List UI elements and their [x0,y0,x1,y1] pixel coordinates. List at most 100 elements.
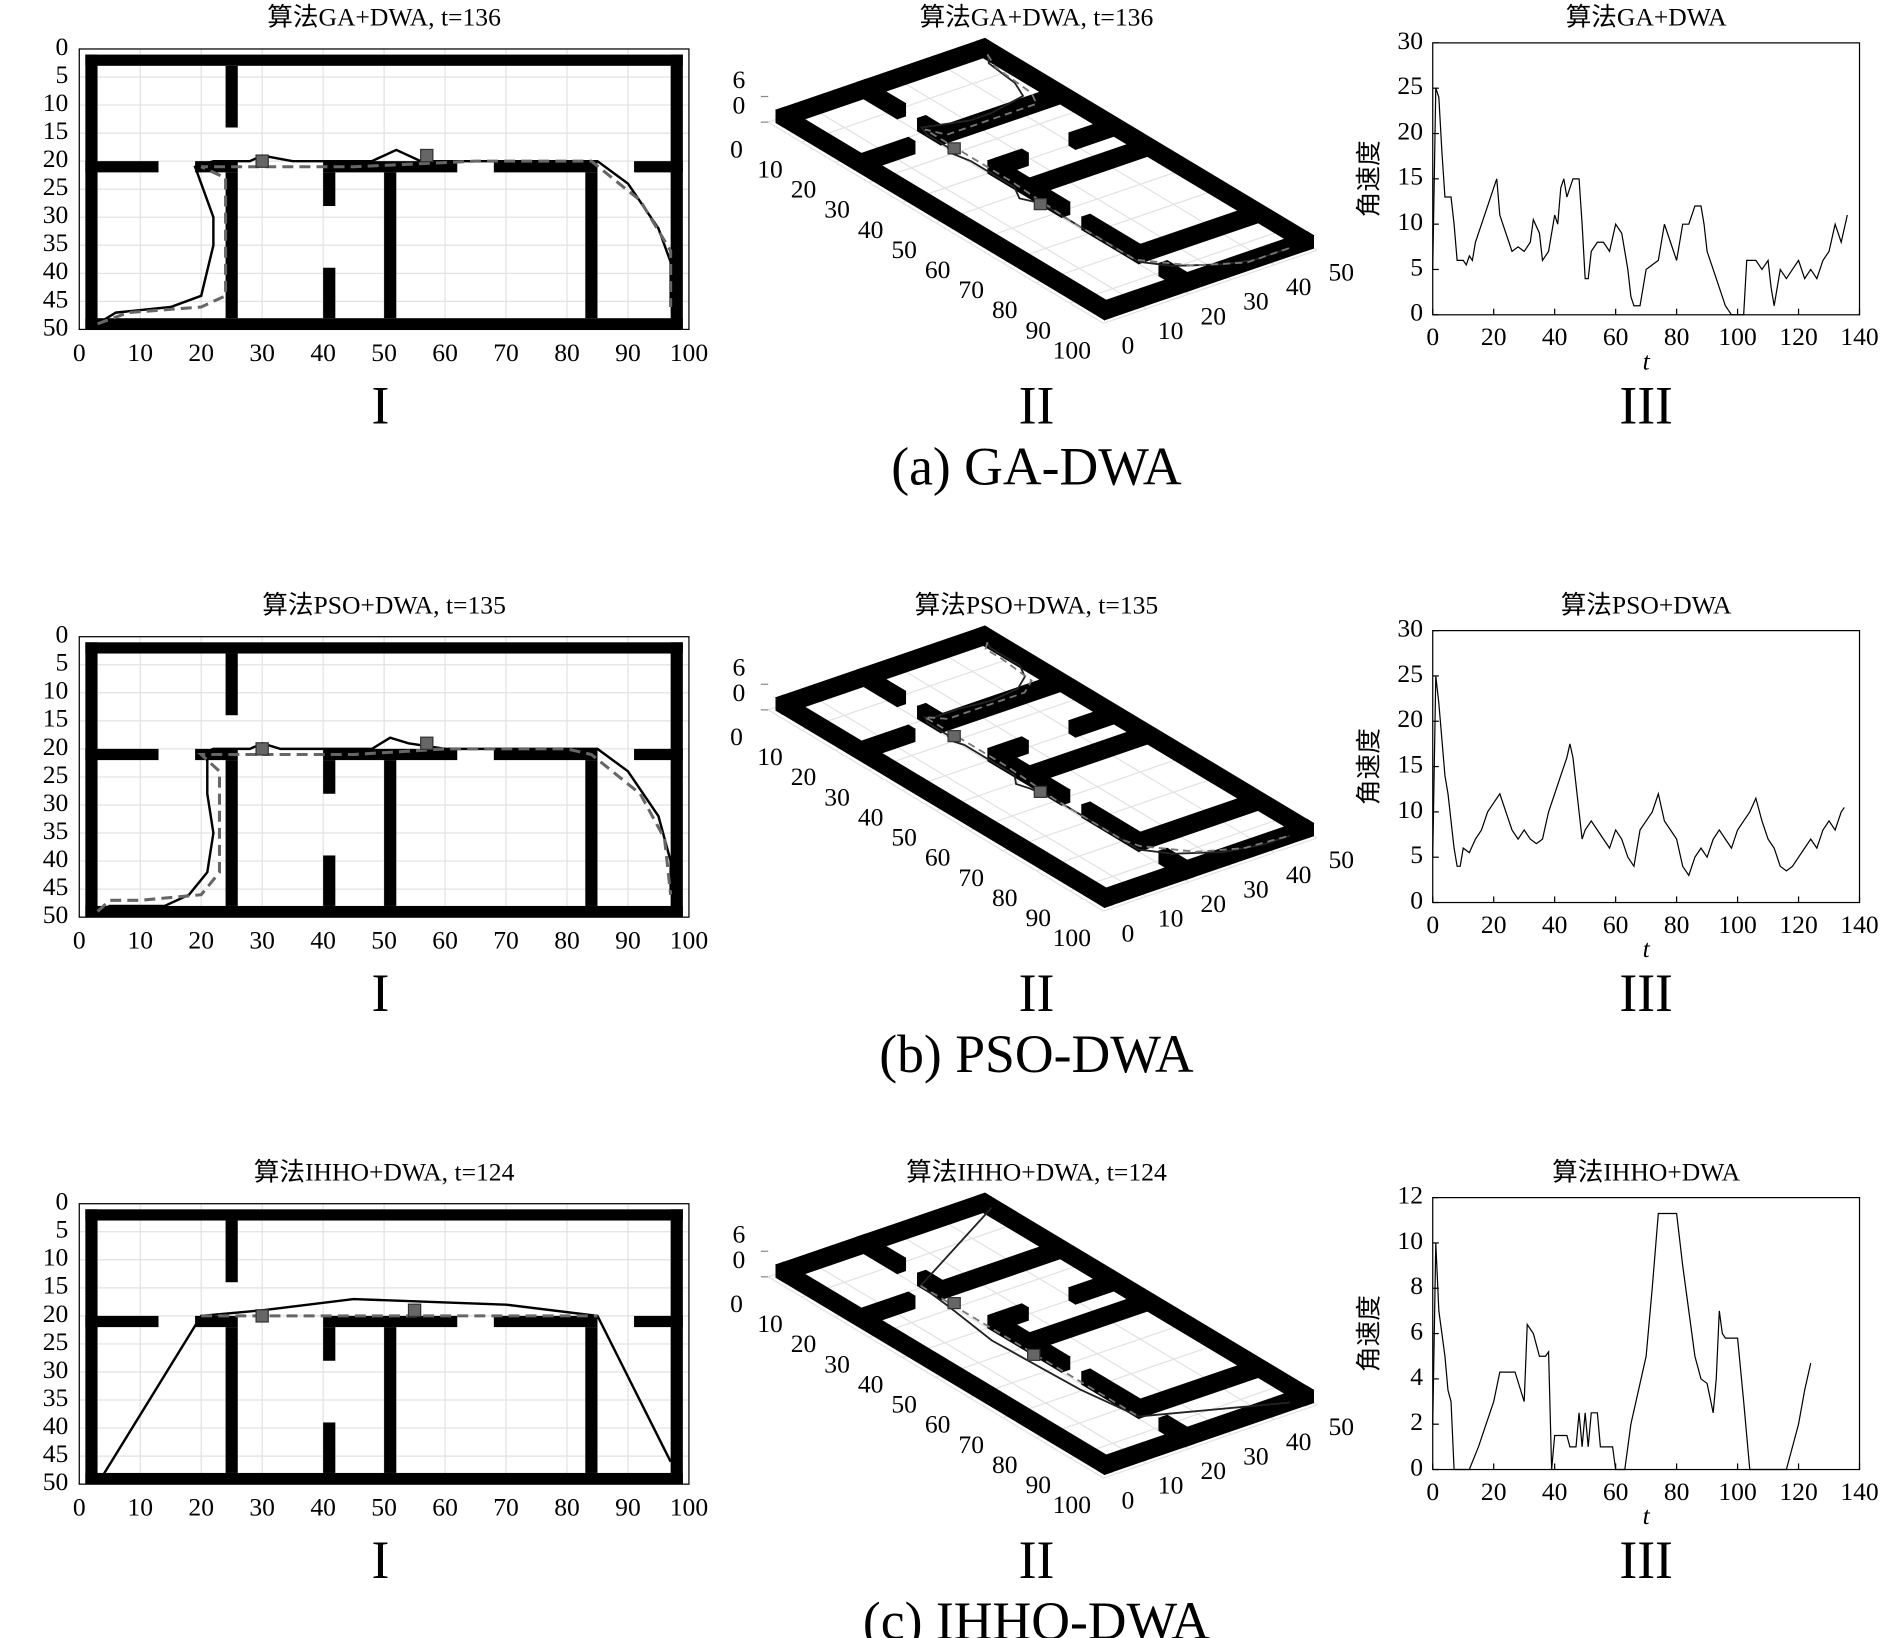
x-tick-label: 20 [188,1493,214,1522]
panel-label: III [1619,375,1673,435]
y-tick-label: 20 [1397,704,1423,733]
obstacle-3d [856,666,907,695]
obstacle-3d [1068,1273,1115,1292]
obstacle [225,653,238,716]
x-tick-label: 30 [824,782,850,811]
y-tick-label: 40 [43,1411,69,1440]
panel-label: I [372,375,390,435]
map3d-title: 算法GA+DWA, t=136 [920,3,1154,32]
y-tick-label: 40 [43,844,69,873]
obstacle-3d [782,1196,993,1282]
y-axis-label: 角速度 [1355,140,1384,217]
x-tick-label: 0 [1426,322,1439,351]
grid-line [801,656,1016,731]
obstacle-3d [948,90,1061,143]
grid-line [1103,837,1318,912]
grid-line [801,68,1016,143]
obstacle [85,642,683,654]
obstacle-3d [775,37,993,115]
obstacle-3d [995,1303,1030,1317]
y-tick-label: 30 [43,1355,69,1384]
grid-line [1103,249,1318,324]
robot-marker [255,742,269,756]
x-tick-label: 0 [730,722,743,751]
obstacle-3d [975,37,1315,239]
x-tick-label: 50 [371,338,397,367]
grid-line [767,1276,1104,1479]
x-tick-label: 70 [493,1493,519,1522]
panel-label: II [1019,1530,1055,1590]
obstacle [384,760,397,906]
x-tick-label: 90 [615,926,641,955]
x-tick-label: 60 [925,843,951,872]
obstacle-3d [975,625,1315,827]
panel-label: II [1019,963,1055,1023]
robot-marker-3d [1027,1348,1041,1361]
y-tick-label: 40 [1286,272,1312,301]
y-tick-label: 30 [1243,287,1269,316]
obstacle-3d [1158,1414,1195,1435]
x-tick-label: 100 [1718,910,1756,939]
x-tick-label: 100 [1053,335,1091,364]
x-tick-label: 20 [791,762,817,791]
grid-line [969,756,1183,832]
x-tick-label: 40 [1542,1477,1568,1506]
obstacle [585,1327,598,1473]
y-tick-label: 10 [1158,1471,1184,1500]
y-tick-label: 15 [1397,162,1423,191]
obstacle [323,1327,336,1361]
obstacle-3d [995,736,1030,750]
x-tick-label: 10 [127,926,153,955]
obstacle [85,1209,98,1485]
y-tick-label: 45 [43,1439,69,1468]
z-tick-label: 0 [733,678,746,707]
x-tick-label: 20 [1481,1477,1507,1506]
robot-marker-3d [947,729,961,743]
speed-line [1432,675,1845,877]
x-tick-label: 50 [891,1390,917,1419]
x-tick-label: 140 [1840,1477,1878,1506]
obstacle [85,1315,159,1328]
x-tick-label: 30 [249,926,275,955]
y-tick-label: 20 [43,144,69,173]
x-tick-label: 50 [371,1493,397,1522]
x-tick-label: 20 [1481,322,1507,351]
obstacle-3d [1029,139,1149,183]
grid-line [801,1223,1016,1298]
x-tick-label: 50 [891,823,917,852]
y-tick-label: 15 [43,116,69,145]
obstacle [323,1422,336,1473]
obstacle-3d [948,678,1061,731]
obstacle-3d [1097,230,1315,308]
y-tick-label: 20 [1200,301,1226,330]
map-title: 算法PSO+DWA, t=135 [262,590,506,619]
obstacle [323,855,336,906]
obstacle-3d [1097,818,1315,896]
map3d-title: 算法IHHO+DWA, t=124 [906,1157,1167,1186]
obstacle-3d [975,1192,1315,1394]
obstacle-3d [1139,1360,1259,1404]
x-tick-label: 120 [1779,322,1817,351]
x-tick-label: 60 [432,1493,458,1522]
x-tick-label: 0 [730,134,743,163]
obstacle [85,54,98,330]
x-tick-label: 20 [188,338,214,367]
x-axis-label: t [1643,346,1651,375]
caption: (c) IHHO-DWA [863,1591,1210,1638]
x-tick-label: 0 [73,926,86,955]
obstacle [323,267,336,319]
y-tick-label: 0 [1122,331,1135,360]
path-line [96,747,673,913]
map3d-title: 算法PSO+DWA, t=135 [915,590,1159,619]
y-tick-label: 50 [43,900,69,929]
panel-label: III [1619,1530,1673,1590]
y-tick-label: 25 [43,172,69,201]
y-tick-label: 6 [1410,1316,1423,1345]
y-tick-label: 25 [1397,71,1423,100]
x-tick-label: 70 [958,275,984,304]
y-tick-label: 35 [43,816,69,845]
x-tick-label: 60 [1603,910,1629,939]
plot-frame [78,636,690,918]
y-tick-label: 50 [1328,1412,1354,1441]
